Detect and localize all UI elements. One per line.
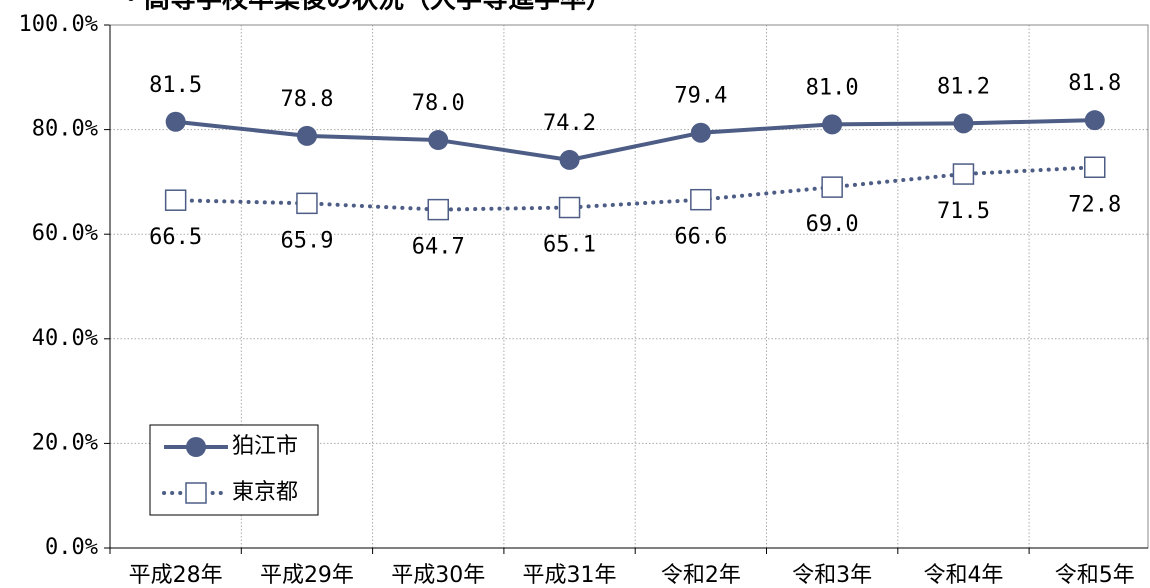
x-tick-label: 平成29年 [260, 563, 354, 588]
point [296, 192, 318, 215]
point [428, 130, 449, 151]
data-label: 65.1 [543, 233, 596, 258]
data-label: 69.0 [806, 212, 859, 237]
y-tick-label: 60.0% [32, 221, 98, 246]
x-tick-label: 令和5年 [1055, 563, 1135, 588]
point [690, 122, 711, 143]
point [164, 189, 187, 211]
legend-label: 東京都 [232, 480, 298, 505]
point [952, 163, 975, 185]
y-tick-label: 100.0% [19, 12, 98, 37]
data-label: 72.8 [1068, 192, 1121, 217]
point [296, 125, 317, 146]
x-tick-label: 令和3年 [792, 563, 872, 588]
data-label: 81.8 [1068, 71, 1121, 96]
x-tick-label: 令和4年 [923, 563, 1003, 588]
legend-box [149, 424, 319, 516]
point [953, 113, 974, 134]
point [690, 188, 712, 211]
data-label: 66.5 [149, 225, 202, 250]
chart-title: ・高等学校卒業後の状況（大学等進学率） [118, 0, 612, 15]
series-line [173, 165, 1097, 212]
series-line [175, 118, 1095, 162]
y-tick-label: 80.0% [32, 117, 98, 142]
point [822, 114, 843, 135]
legend-label: 狛江市 [232, 434, 298, 459]
point [1084, 110, 1105, 131]
data-label: 65.9 [280, 228, 333, 253]
data-label: 78.8 [280, 87, 333, 112]
x-tick-label: 令和2年 [661, 563, 741, 588]
data-label: 74.2 [543, 111, 596, 136]
y-tick-label: 20.0% [32, 430, 98, 455]
point [165, 111, 186, 132]
data-label: 78.0 [412, 91, 465, 116]
legend-marker [186, 437, 206, 457]
y-tick-label: 40.0% [32, 326, 98, 351]
point [821, 176, 843, 198]
data-label: 81.0 [806, 75, 859, 100]
data-label: 66.6 [674, 225, 727, 250]
data-label: 71.5 [937, 199, 990, 224]
x-tick-label: 平成30年 [391, 563, 485, 588]
data-label: 64.7 [412, 235, 465, 260]
y-tick-label: 0.0% [45, 535, 98, 560]
data-label: 81.5 [149, 73, 202, 98]
point [559, 149, 580, 170]
data-label: 79.4 [674, 84, 727, 109]
legend-marker [185, 482, 207, 504]
point [558, 196, 581, 219]
point [1084, 156, 1106, 179]
x-tick-label: 平成31年 [523, 563, 617, 588]
point [427, 198, 449, 221]
data-label: 81.2 [937, 74, 990, 99]
x-tick-label: 平成28年 [129, 563, 223, 588]
